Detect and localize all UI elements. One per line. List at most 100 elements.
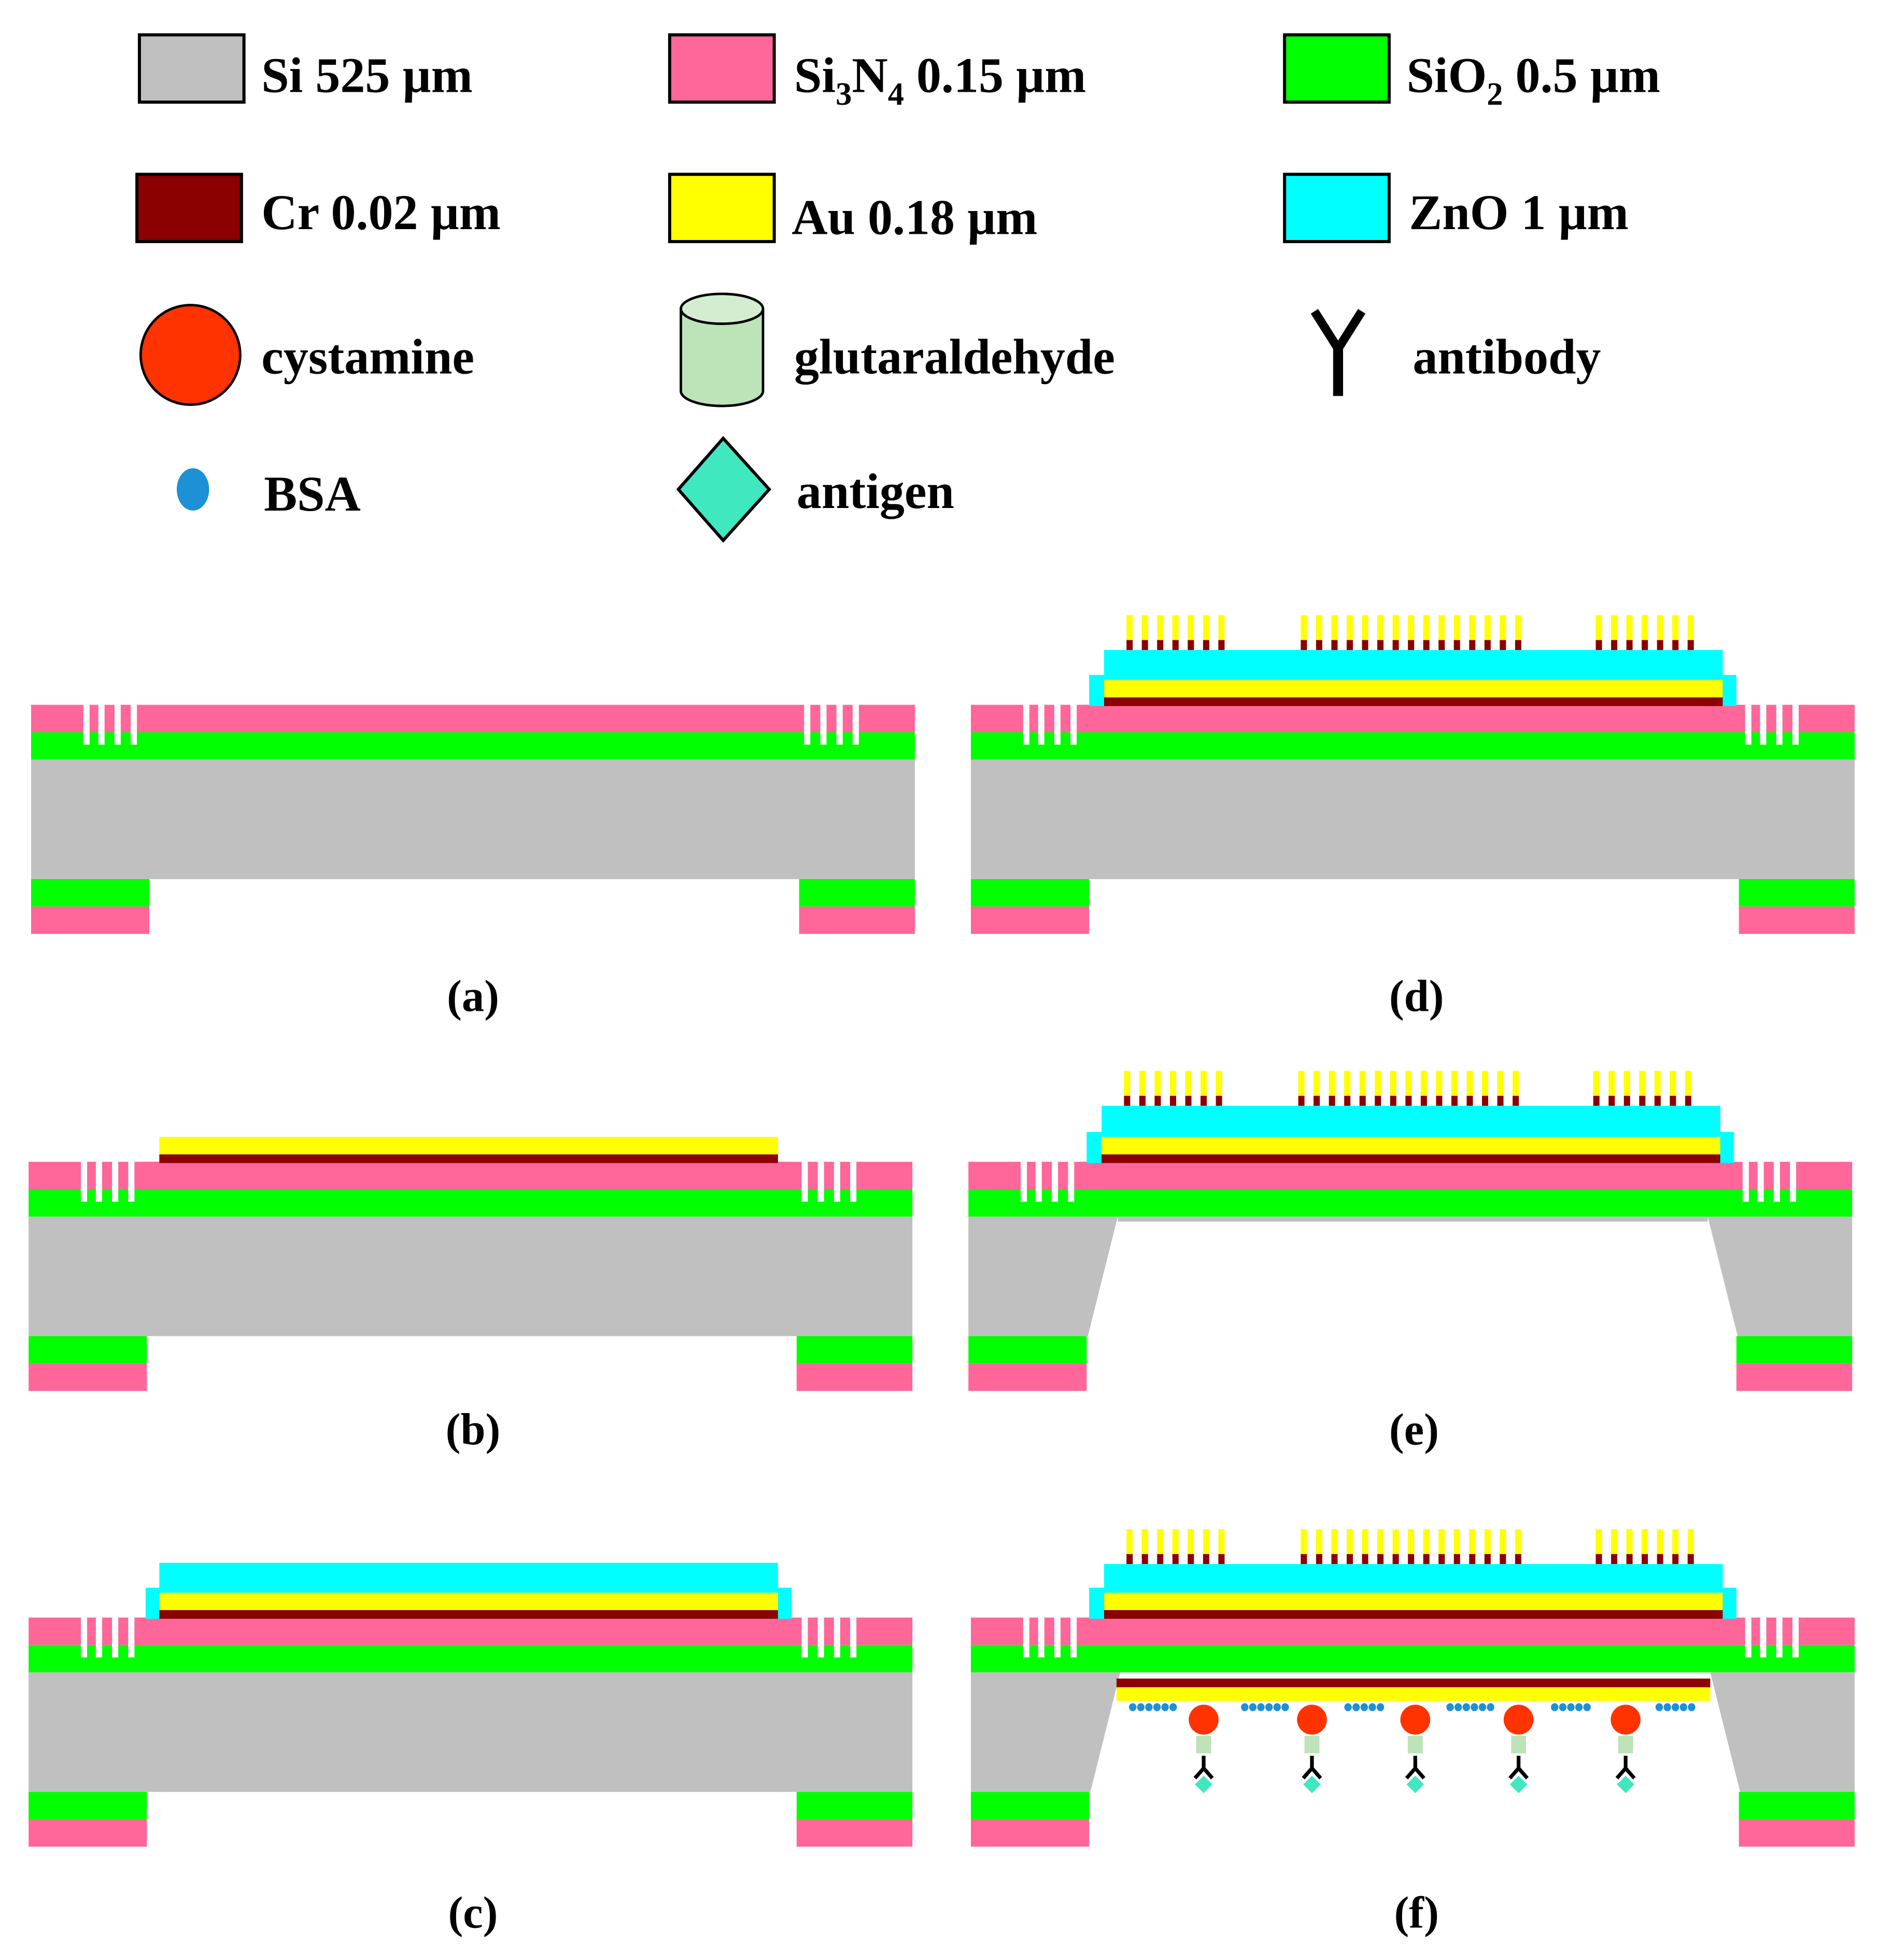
bsa-molecule	[1153, 1703, 1161, 1712]
idt-finger-au	[1362, 615, 1368, 640]
idt-finger-au	[1672, 1529, 1679, 1554]
idt-finger-cr	[1408, 1554, 1415, 1564]
glutaraldehyde-molecule	[1618, 1736, 1633, 1754]
etched-cavity	[1118, 1216, 1708, 1222]
idt-finger-au	[1316, 615, 1322, 640]
idt-finger-au	[1157, 1529, 1164, 1554]
idt-finger-au	[1201, 1070, 1207, 1096]
idt-finger-au	[1392, 1529, 1399, 1554]
idt-finger-cr	[1670, 1095, 1676, 1106]
bsa-molecule	[1249, 1703, 1257, 1712]
idt-finger-au	[1497, 1070, 1504, 1096]
legend-swatch-zno	[1283, 173, 1391, 244]
idt-finger-cr	[1596, 1554, 1602, 1564]
idt-finger-au	[1438, 615, 1445, 640]
idt-finger-cr	[1157, 640, 1164, 650]
idt-finger-au	[1141, 615, 1148, 640]
antigen-molecule	[1509, 1775, 1528, 1794]
idt-finger-cr	[1172, 1554, 1179, 1564]
idt-finger-cr	[1126, 640, 1133, 650]
idt-finger-cr	[1405, 1095, 1412, 1106]
layer-si3n4-bottom-left	[971, 1819, 1090, 1847]
idt-finger-au	[1657, 615, 1663, 640]
idt-finger-cr	[1203, 640, 1209, 650]
legend-label-antigen: antigen	[797, 463, 954, 519]
idt-finger-cr	[1469, 1554, 1476, 1564]
idt-finger-au	[1453, 615, 1460, 640]
bsa-molecule	[1559, 1703, 1567, 1712]
idt-finger-au	[1626, 1529, 1633, 1554]
panel-caption: (a)	[447, 971, 499, 1021]
idt-finger-cr	[1346, 1554, 1353, 1564]
idt-finger-au	[1500, 1529, 1506, 1554]
antibody-molecule	[1615, 1756, 1636, 1780]
layer-zno	[1102, 1106, 1720, 1137]
idt-finger-au	[1188, 1529, 1194, 1554]
biorecognition-stack	[1400, 1704, 1431, 1794]
idt-finger-au	[1172, 1529, 1179, 1554]
idt-finger-au	[1626, 615, 1633, 640]
idt-finger-au	[1301, 1529, 1307, 1554]
idt-finger-cr	[1301, 640, 1307, 650]
idt-finger-au	[1331, 615, 1338, 640]
idt-finger-au	[1359, 1070, 1366, 1096]
layer-sio2-bottom-right	[1739, 1792, 1855, 1820]
idt-finger-au	[1390, 1070, 1396, 1096]
idt-finger-cr	[1469, 640, 1476, 650]
layer-cr	[1102, 1154, 1720, 1163]
idt-finger-cr	[1438, 640, 1445, 650]
idt-finger-au	[1154, 1070, 1161, 1096]
layer-au	[1104, 680, 1723, 698]
idt-finger-au	[1169, 1070, 1177, 1096]
layer-si3n4-bottom-right	[1739, 1819, 1855, 1847]
idt-finger-cr	[1623, 1095, 1630, 1106]
legend-swatch-si	[137, 33, 246, 104]
idt-finger-au	[1392, 615, 1399, 640]
idt-finger-au	[1329, 1070, 1335, 1096]
reflector-slots-right	[801, 1617, 857, 1658]
panel-caption: (e)	[1389, 1404, 1439, 1454]
layer-si3n4-bottom-left	[31, 906, 150, 934]
layer-si3n4-raised	[1080, 1162, 1734, 1190]
reflector-slots-left	[81, 1617, 135, 1658]
idt-finger-cr	[1466, 1095, 1473, 1106]
idt-finger-au	[1623, 1070, 1630, 1096]
idt-finger-au	[1126, 615, 1133, 640]
panel-f: (f)	[971, 1529, 1855, 1938]
idt-finger-cr	[1611, 640, 1618, 650]
idt-finger-au	[1436, 1070, 1443, 1096]
glutaraldehyde-molecule	[1511, 1736, 1527, 1754]
idt-finger-au	[1377, 615, 1384, 640]
idt-finger-cr	[1453, 640, 1460, 650]
idt-finger-cr	[1331, 1554, 1338, 1564]
idt-finger-au	[1515, 615, 1521, 640]
bsa-molecule	[1368, 1703, 1376, 1712]
idt-finger-cr	[1484, 640, 1491, 650]
layer-sio2-top	[968, 1189, 1853, 1217]
antigen-molecule	[1195, 1775, 1212, 1794]
idt-finger-cr	[1362, 1554, 1368, 1564]
layer-si3n4-top	[31, 704, 915, 732]
reflector-slots-right	[1745, 704, 1799, 745]
idt-finger-cr	[1626, 1554, 1633, 1564]
antigen-molecule	[1406, 1775, 1424, 1794]
idt-finger-cr	[1390, 1095, 1396, 1106]
idt-finger-au	[1469, 1529, 1476, 1554]
reflector-slots-left	[1023, 1617, 1077, 1658]
idt-finger-cr	[1453, 1554, 1460, 1564]
bsa-molecule	[1273, 1703, 1281, 1712]
substrate-si	[29, 1672, 913, 1792]
idt-finger-cr	[1346, 640, 1353, 650]
idt-finger-au	[1687, 1529, 1694, 1554]
idt-finger-cr	[1201, 1095, 1207, 1106]
idt-finger-cr	[1484, 1554, 1491, 1564]
layer-sio2-top	[29, 1645, 913, 1673]
idt-finger-au	[1316, 1529, 1322, 1554]
biorecognition-stack	[1189, 1704, 1219, 1794]
idt-finger-cr	[1141, 1554, 1148, 1564]
glutaraldehyde-molecule	[1407, 1736, 1423, 1754]
idt-finger-au	[1301, 615, 1307, 640]
antigen-molecule	[1617, 1775, 1634, 1794]
idt-finger-au	[1188, 615, 1194, 640]
